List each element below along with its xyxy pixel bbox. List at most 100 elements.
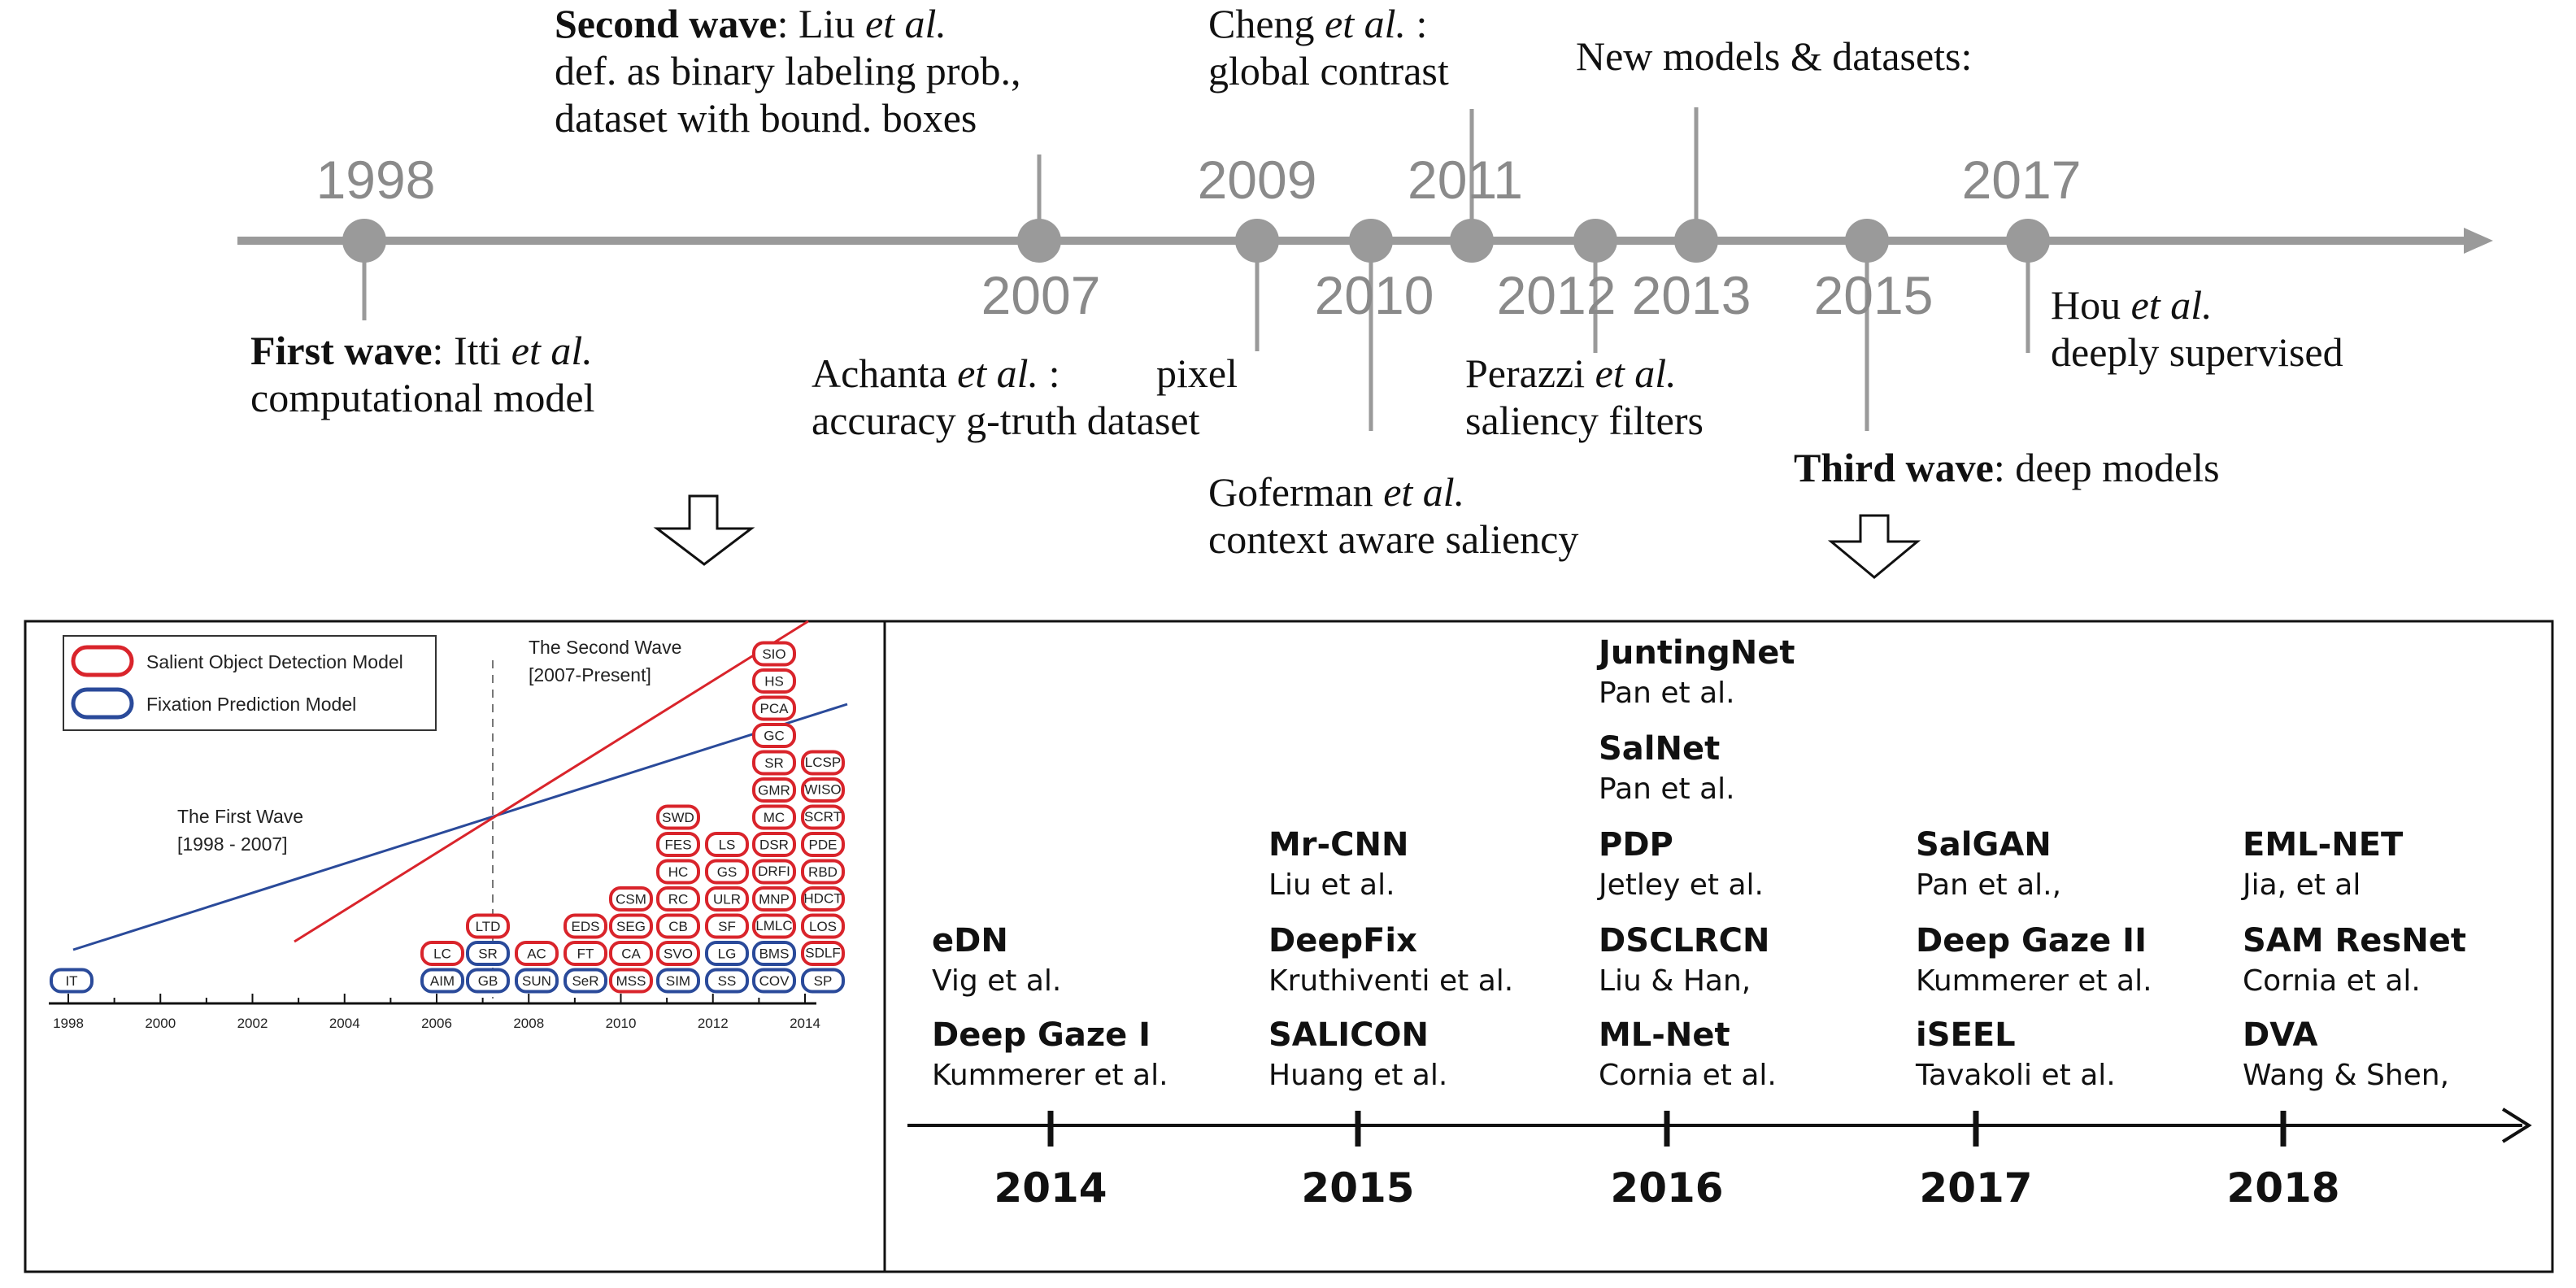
model-box: RBD	[801, 859, 845, 885]
deep-model-authors: Wang & Shen,	[2243, 1059, 2449, 1092]
model-box-label: RBD	[808, 864, 838, 880]
model-box-label: LTD	[476, 919, 501, 934]
deep-model-authors: Cornia et al.	[2243, 964, 2421, 998]
deep-model-authors: Vig et al.	[932, 964, 1061, 998]
svg-text:Goferman et al.: Goferman et al.	[1208, 469, 1464, 515]
model-box-outline	[705, 886, 749, 912]
model-box-outline	[466, 968, 510, 994]
axis-year-label: 2008	[513, 1016, 544, 1031]
hou-desc: deeply supervised	[2051, 329, 2343, 375]
axis-year-label: 2000	[145, 1016, 176, 1031]
model-box-label: LS	[719, 838, 736, 853]
node-2017	[2006, 219, 2050, 263]
model-box: SR	[466, 941, 510, 966]
model-box: SeR	[564, 968, 607, 994]
model-box-outline	[705, 913, 749, 939]
axis-year-label: 2006	[421, 1016, 452, 1031]
model-box-outline	[564, 913, 607, 939]
deep-model-entry: Deep Gaze II Kummerer et al.	[1916, 922, 2152, 998]
deep-model-name: SalNet	[1599, 730, 1720, 768]
model-box: LOS	[801, 913, 845, 939]
model-box: SCRT	[801, 804, 845, 830]
left-model-chart: Salient Object Detection Model Fixation …	[49, 620, 848, 1031]
event-third-wave: Third wave: deep models	[1794, 445, 2220, 490]
model-box-label: ULR	[713, 892, 741, 907]
timeline-nodes	[342, 219, 2050, 263]
deep-model-name: SALICON	[1268, 1016, 1429, 1054]
chart-axis-labels: 1998 2000 2002 2004 2006 2008 2010 2012 2014	[53, 1016, 820, 1031]
first-wave-chart-label: The First Wave	[177, 806, 303, 827]
model-box: SIM	[656, 968, 700, 994]
legend-fixation-label: Fixation Prediction Model	[146, 694, 356, 715]
model-box: AC	[515, 941, 559, 966]
model-box-label: SCRT	[804, 809, 842, 825]
second-wave-title: Second wave	[555, 1, 777, 46]
model-box: LS	[705, 832, 749, 857]
second-wave-chart-range: [2007-Present]	[529, 664, 651, 685]
model-box-outline	[420, 968, 464, 994]
deep-model-entry: SalGAN Pan et al.,	[1916, 826, 2061, 902]
achanta-tail: pixel	[1156, 350, 1238, 396]
model-box-label: FT	[577, 946, 594, 962]
model-box-outline	[656, 832, 700, 857]
first-wave-desc: computational model	[250, 375, 595, 420]
model-box-label: SR	[478, 946, 498, 962]
perazzi-desc: saliency filters	[1465, 398, 1704, 443]
model-box: PCA	[752, 695, 796, 721]
model-box: IT	[50, 968, 94, 994]
model-box-label: SIO	[762, 646, 785, 662]
model-box-label: MSS	[616, 973, 646, 989]
deep-year-label: 2014	[994, 1164, 1107, 1212]
model-box-label: SIM	[666, 973, 690, 989]
deep-model-name: EML-NET	[2243, 826, 2404, 864]
cheng-author: Cheng	[1208, 1, 1325, 46]
node-2012	[1573, 219, 1617, 263]
node-2011	[1450, 219, 1494, 263]
model-box-outline	[420, 941, 464, 966]
model-box: SF	[705, 913, 749, 939]
model-box-label: CA	[621, 946, 641, 962]
third-wave-title: Third wave	[1794, 445, 1994, 490]
model-box: HC	[656, 859, 700, 885]
event-cheng: Cheng et al. : global contrast	[1208, 1, 1449, 94]
new-models-label: New models & datasets:	[1576, 33, 1972, 79]
year-label-2007: 2007	[981, 265, 1101, 325]
model-box-label: CB	[668, 919, 688, 934]
model-box-label: IT	[65, 973, 77, 989]
deep-model-name: PDP	[1599, 826, 1673, 864]
model-box-label: SF	[718, 919, 736, 934]
salient-trend-line	[294, 620, 809, 943]
model-box-label: LC	[433, 946, 451, 962]
deep-model-name: DVA	[2243, 1016, 2317, 1054]
deep-model-entry: SALICON Huang et al.	[1268, 1016, 1447, 1092]
goferman-author: Goferman	[1208, 469, 1383, 515]
model-box: LG	[705, 941, 749, 966]
model-box: GC	[752, 723, 796, 748]
model-box: MC	[752, 804, 796, 830]
deep-models: Deep Gaze I Kummerer et al. eDN Vig et al. S…	[932, 634, 2466, 1092]
model-box-outline	[752, 668, 796, 694]
model-box-outline	[705, 941, 749, 966]
year-label-2013: 2013	[1632, 265, 1751, 325]
model-box-label: HC	[668, 864, 689, 880]
deep-model-authors: Jia, et al	[2241, 868, 2361, 902]
model-box-outline	[50, 968, 94, 994]
deep-model-name: SalGAN	[1916, 826, 2052, 864]
model-box-label: LMLC	[755, 918, 792, 933]
chart-axis-ticks	[67, 994, 806, 1003]
model-box: SR	[752, 750, 796, 776]
node-2009	[1235, 219, 1279, 263]
model-box: SEG	[609, 913, 653, 939]
deep-year-label: 2016	[1610, 1164, 1723, 1212]
model-box-outline	[752, 886, 796, 912]
model-box: SUN	[515, 968, 559, 994]
event-hou: Hou et al. deeply supervised	[2051, 282, 2343, 375]
year-label-2010: 2010	[1315, 265, 1434, 325]
deep-model-name: JuntingNet	[1596, 634, 1795, 672]
model-box: WISO	[801, 777, 845, 803]
model-box-outline	[801, 750, 845, 776]
goferman-etal: et al.	[1383, 469, 1464, 515]
model-box-outline	[656, 913, 700, 939]
model-box-outline	[705, 859, 749, 885]
hou-etal: et al.	[2131, 282, 2213, 328]
